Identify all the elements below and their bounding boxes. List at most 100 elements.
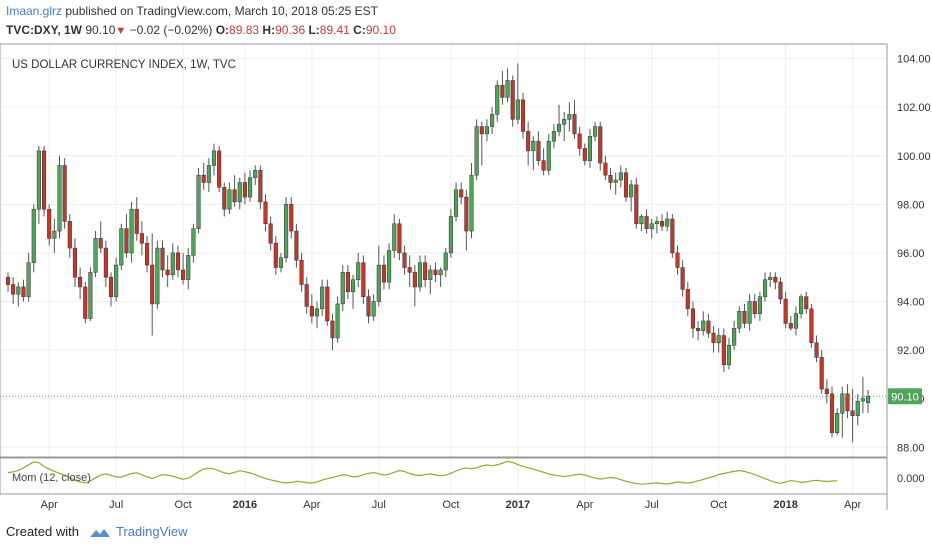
- candle-up: [314, 308, 320, 317]
- time-axis: Apr Jul Oct 2016 Apr Jul Oct 2017 Apr Jul Oct 2018 A…: [41, 499, 862, 511]
- candle-down: [804, 296, 809, 310]
- candle-down: [175, 252, 180, 271]
- candle-up: [757, 296, 762, 314]
- open-label: O:: [215, 23, 230, 37]
- candle-down: [829, 393, 835, 433]
- candle-up: [618, 172, 623, 181]
- candle-up: [227, 189, 232, 210]
- candle-down: [809, 308, 814, 344]
- chart-area[interactable]: 104.00 102.00 100.00 98.00 96.00 94.00 92.00 90…: [0, 0, 932, 520]
- candle-up: [31, 208, 36, 263]
- candle-up: [716, 335, 721, 344]
- tradingview-logo-icon: [89, 528, 110, 537]
- price-change: −0.02 (−0.02%): [129, 23, 213, 37]
- candle-down: [644, 216, 649, 229]
- candle-up: [335, 303, 340, 339]
- candle-down: [412, 272, 417, 288]
- candle-up: [701, 320, 706, 331]
- candle-down: [459, 189, 464, 198]
- last-price: 90.10: [85, 23, 116, 37]
- candle-down: [500, 85, 505, 98]
- candle-up: [860, 398, 865, 402]
- author-link[interactable]: Imaan.glrz: [6, 4, 63, 18]
- last-price-tag: [888, 388, 922, 405]
- candle-up: [356, 262, 361, 280]
- close-value: 90.10: [365, 23, 396, 37]
- candle-up: [428, 269, 433, 280]
- last-price-tag-text: 90.10: [891, 391, 919, 403]
- candle-up: [835, 413, 840, 433]
- candle-down: [685, 289, 690, 310]
- candle-up: [278, 257, 283, 268]
- candle-down: [345, 272, 350, 293]
- candle-up: [840, 393, 845, 414]
- candle-down: [258, 170, 263, 203]
- y-tick-label: 88.00: [897, 442, 925, 454]
- candle-down: [433, 269, 438, 276]
- candle-up: [392, 223, 397, 251]
- candle-down: [577, 133, 582, 149]
- x-tick-label: Apr: [576, 499, 593, 511]
- candle-down: [242, 182, 247, 198]
- candle-up: [417, 262, 423, 288]
- candle-down: [850, 410, 855, 416]
- x-tick-label: Apr: [303, 499, 320, 511]
- candle-down: [814, 342, 819, 358]
- candle-up: [376, 264, 381, 302]
- candle-down: [67, 221, 72, 249]
- candle-down: [778, 281, 783, 300]
- candle-up: [649, 223, 654, 229]
- candle-up: [52, 230, 57, 239]
- candle-up: [114, 264, 119, 297]
- candle-up: [371, 301, 376, 317]
- candle-up: [88, 272, 93, 319]
- candle-down: [5, 276, 11, 285]
- candle-down: [479, 126, 484, 135]
- candle-down: [608, 174, 613, 183]
- candle-down: [108, 276, 114, 297]
- candle-down: [11, 284, 16, 295]
- open-value: 89.83: [229, 23, 260, 37]
- x-tick-label: Jul: [372, 499, 386, 511]
- candles: [5, 63, 871, 443]
- candle-up: [170, 252, 175, 276]
- candle-up: [248, 177, 253, 198]
- candle-up: [196, 174, 201, 229]
- x-tick-label: Jul: [109, 499, 123, 511]
- candle-down: [824, 388, 829, 395]
- x-tick-label: 2018: [773, 499, 797, 511]
- candle-up: [495, 85, 500, 115]
- indicator-label: Mom (12, close): [12, 472, 91, 484]
- candle-up: [593, 126, 598, 137]
- candle-up: [490, 114, 495, 127]
- candle-down: [520, 99, 526, 132]
- candle-down: [83, 286, 88, 319]
- grid: [0, 44, 887, 494]
- candle-up: [639, 216, 644, 225]
- candle-up: [654, 221, 659, 225]
- candle-down: [181, 269, 186, 280]
- candle-down: [752, 301, 757, 314]
- candle-up: [129, 208, 134, 254]
- candle-up: [768, 276, 773, 280]
- candle-down: [773, 276, 778, 283]
- candle-down: [696, 327, 701, 331]
- candle-up: [36, 150, 41, 210]
- candle-down: [330, 320, 335, 339]
- down-arrow-icon: ▼: [115, 25, 127, 37]
- candle-down: [289, 204, 294, 232]
- symbol-ohlc-line: TVC:DXY, 1W 90.10▼ −0.02 (−0.02%) O:89.8…: [6, 23, 396, 37]
- candle-down: [361, 262, 366, 297]
- candle-down: [407, 267, 412, 273]
- candle-down: [690, 308, 696, 329]
- candle-up: [26, 262, 31, 297]
- candle-down: [623, 172, 629, 198]
- candle-down: [706, 320, 711, 334]
- momentum-line: [7, 460, 838, 485]
- candle-up: [747, 301, 752, 324]
- candle-down: [660, 221, 665, 227]
- candle-down: [217, 150, 222, 188]
- y-tick-label: 92.00: [897, 345, 925, 357]
- candle-up: [155, 247, 160, 305]
- tradingview-link[interactable]: TradingView: [116, 524, 188, 539]
